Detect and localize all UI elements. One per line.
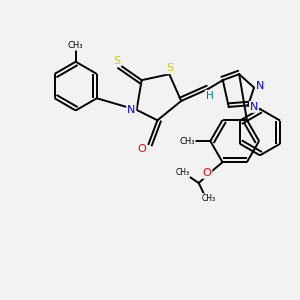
Text: O: O [138,143,146,154]
Text: CH₃: CH₃ [201,194,215,203]
Text: N: N [256,81,264,91]
Text: CH₃: CH₃ [179,136,195,146]
Text: N: N [250,102,258,112]
Text: S: S [166,63,173,73]
Text: O: O [203,168,212,178]
Text: CH₃: CH₃ [175,168,190,177]
Text: H: H [206,91,213,100]
Text: S: S [114,56,121,66]
Text: CH₃: CH₃ [68,41,83,50]
Text: N: N [127,105,136,115]
